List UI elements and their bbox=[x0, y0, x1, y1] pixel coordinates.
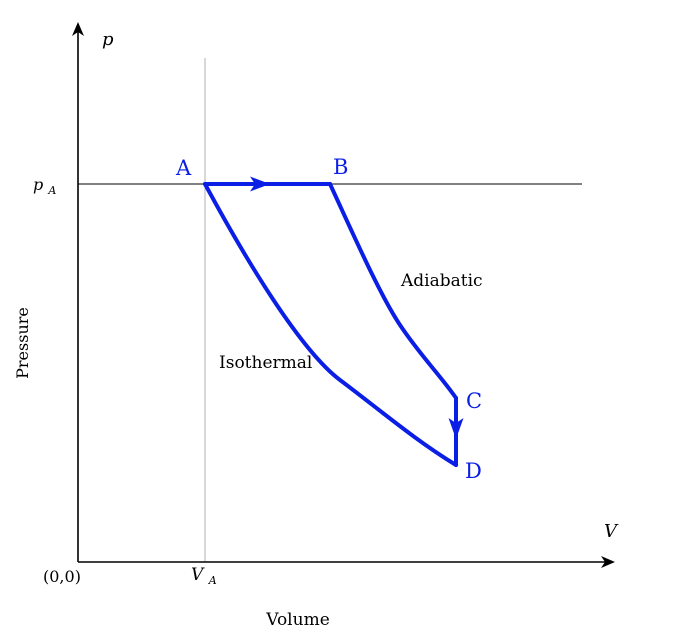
p-a-label-main: p bbox=[33, 175, 43, 194]
direction-arrow-c-to-d bbox=[448, 418, 464, 439]
y-axis-symbol: p bbox=[102, 29, 114, 50]
process-d-to-a-isothermal bbox=[203, 182, 458, 467]
v-a-label-sub: A bbox=[208, 574, 217, 587]
v-a-label: V A bbox=[191, 565, 217, 587]
point-c-label: C bbox=[466, 389, 482, 413]
adiabatic-label: Adiabatic bbox=[400, 271, 483, 291]
point-d-label: D bbox=[465, 459, 482, 483]
x-axis-symbol: V bbox=[604, 521, 619, 542]
p-a-label: p A bbox=[33, 175, 56, 197]
direction-arrow-a-to-b bbox=[250, 176, 270, 192]
thermodynamic-cycle bbox=[203, 176, 464, 467]
y-axis-title: Pressure bbox=[13, 307, 32, 379]
v-a-label-main: V bbox=[191, 565, 205, 585]
x-axis-title: Volume bbox=[265, 610, 330, 630]
point-a-label: A bbox=[175, 156, 192, 180]
p-a-label-sub: A bbox=[47, 184, 56, 197]
point-b-label: B bbox=[333, 155, 348, 179]
isothermal-label: Isothermal bbox=[219, 353, 312, 373]
process-b-to-c-adiabatic bbox=[328, 182, 458, 400]
origin-label: (0,0) bbox=[43, 567, 81, 586]
